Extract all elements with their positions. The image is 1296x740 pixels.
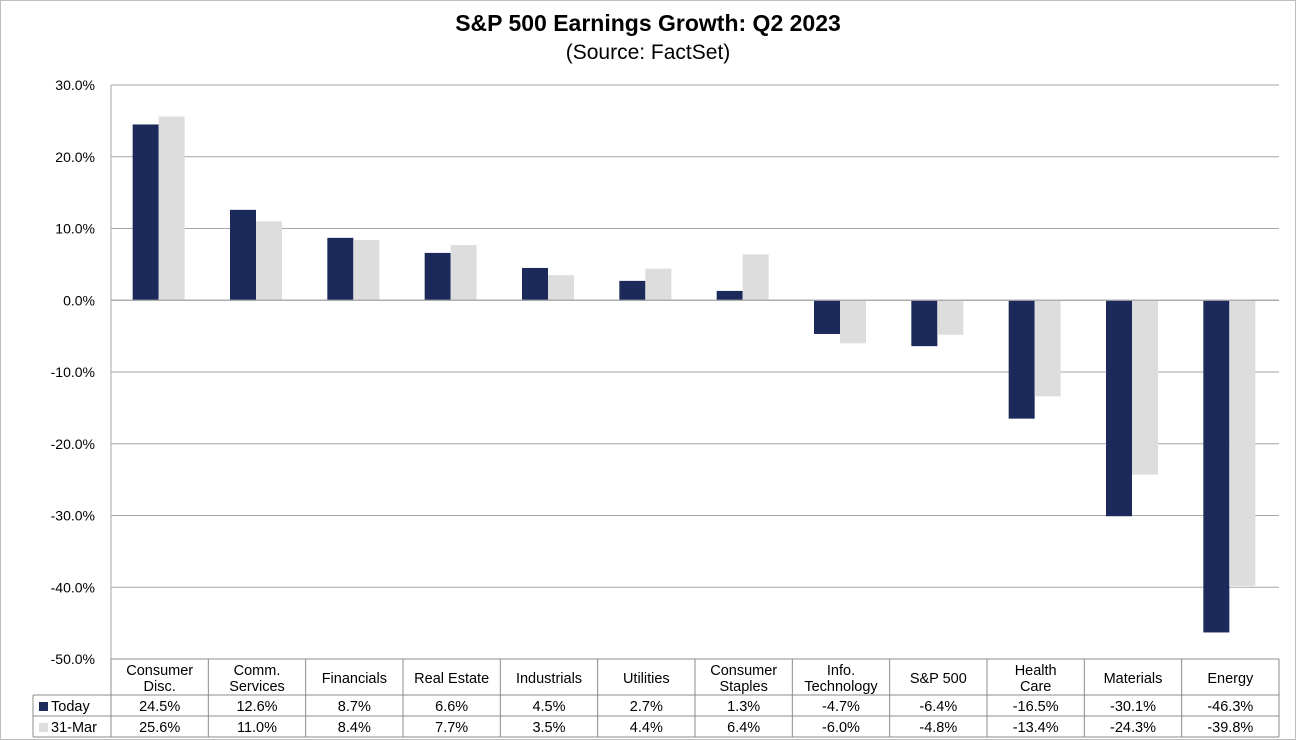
category-label: Care xyxy=(1020,679,1051,695)
y-tick-label: -10.0% xyxy=(51,364,95,380)
bar-today xyxy=(619,280,646,301)
data-label: 24.5% xyxy=(139,699,180,715)
y-tick-label: -30.0% xyxy=(51,508,95,524)
y-tick-label: 10.0% xyxy=(55,221,95,237)
data-label: -39.8% xyxy=(1207,720,1253,736)
data-label: -4.7% xyxy=(822,699,860,715)
category-label: Comm. xyxy=(234,663,281,679)
bar-31-mar xyxy=(353,239,380,301)
data-label: 25.6% xyxy=(139,720,180,736)
category-label: Industrials xyxy=(516,671,582,687)
category-label: Energy xyxy=(1207,671,1254,687)
legend-swatch xyxy=(39,702,48,711)
bar-31-mar xyxy=(548,275,574,301)
category-label: Consumer xyxy=(710,663,777,679)
bar-31-mar xyxy=(937,300,964,335)
bar-31-mar xyxy=(742,254,769,301)
data-label: 12.6% xyxy=(236,699,277,715)
data-label: 4.4% xyxy=(630,720,663,736)
chart-subtitle: (Source: FactSet) xyxy=(565,41,731,64)
y-tick-label: 20.0% xyxy=(55,149,95,165)
category-label: Utilities xyxy=(623,671,670,687)
data-label: 8.4% xyxy=(338,720,371,736)
category-label: Technology xyxy=(804,679,878,695)
data-label: -46.3% xyxy=(1207,699,1253,715)
category-label: Materials xyxy=(1104,671,1163,687)
legend-swatch xyxy=(39,723,48,732)
legend-label: 31-Mar xyxy=(51,720,97,736)
data-label: 4.5% xyxy=(532,699,565,715)
data-label: -24.3% xyxy=(1110,720,1156,736)
category-label: Staples xyxy=(719,679,767,695)
data-label: 3.5% xyxy=(532,720,565,736)
category-label: Info. xyxy=(827,663,855,679)
y-tick-label: -20.0% xyxy=(51,436,95,452)
data-label: 2.7% xyxy=(630,699,663,715)
data-label: -16.5% xyxy=(1013,699,1059,715)
data-label: -30.1% xyxy=(1110,699,1156,715)
category-label: Financials xyxy=(322,671,387,687)
bar-today xyxy=(230,209,256,301)
data-label: -4.8% xyxy=(919,720,957,736)
bar-31-mar xyxy=(158,116,185,301)
bar-31-mar xyxy=(1229,300,1256,586)
bar-today xyxy=(1203,300,1230,633)
bar-today xyxy=(1106,300,1132,517)
category-label: S&P 500 xyxy=(910,671,967,687)
data-label: -13.4% xyxy=(1013,720,1059,736)
data-label: 8.7% xyxy=(338,699,371,715)
data-label: -6.0% xyxy=(822,720,860,736)
bar-31-mar xyxy=(256,221,282,301)
bar-31-mar xyxy=(1034,300,1061,397)
y-tick-label: 30.0% xyxy=(55,77,95,93)
bar-today xyxy=(522,267,548,301)
bar-31-mar xyxy=(645,268,672,301)
y-tick-label: -50.0% xyxy=(51,651,95,667)
category-label: Services xyxy=(229,679,285,695)
bar-31-mar xyxy=(450,245,477,301)
data-label: 11.0% xyxy=(237,720,277,736)
category-label: Real Estate xyxy=(414,671,489,687)
y-tick-label: -40.0% xyxy=(51,579,95,595)
data-label: 6.6% xyxy=(435,699,468,715)
bar-31-mar xyxy=(1132,300,1158,475)
bar-today xyxy=(911,300,938,347)
category-label: Disc. xyxy=(144,679,176,695)
data-label: 6.4% xyxy=(727,720,760,736)
category-label: Health xyxy=(1015,663,1057,679)
chart-title: S&P 500 Earnings Growth: Q2 2023 xyxy=(455,10,841,36)
bar-today xyxy=(814,300,840,334)
y-tick-label: 0.0% xyxy=(63,292,95,308)
bar-today xyxy=(327,237,354,301)
data-label: -6.4% xyxy=(919,699,957,715)
data-label: 1.3% xyxy=(727,699,760,715)
bar-today xyxy=(132,124,159,301)
bar-31-mar xyxy=(840,300,866,344)
data-label: 7.7% xyxy=(435,720,468,736)
bar-today xyxy=(716,290,743,301)
category-label: Consumer xyxy=(126,663,193,679)
bar-today xyxy=(1008,300,1035,419)
legend-label: Today xyxy=(51,699,90,715)
bar-today xyxy=(424,252,451,301)
